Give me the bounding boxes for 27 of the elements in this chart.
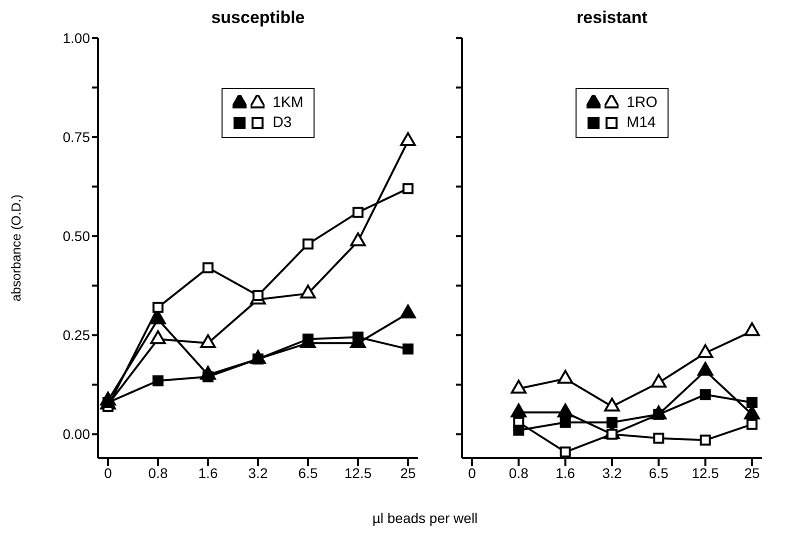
y-tick-label: 1.00 (62, 30, 90, 46)
y-tick-label: 0.25 (62, 327, 90, 344)
x-tick-label: 6.5 (298, 464, 318, 481)
x-tick-label: 1.6 (556, 464, 576, 481)
x-axis-title: µl beads per well (371, 510, 479, 526)
legend-label: 1RO (626, 93, 658, 113)
legend-label: 1KM (272, 93, 304, 113)
chart-title: resistant (576, 8, 648, 28)
x-tick-label: 0.8 (508, 464, 529, 481)
y-tick-label: 0.75 (62, 129, 90, 146)
x-tick-label: 6.5 (648, 464, 669, 481)
chart-title: susceptible (210, 8, 306, 28)
y-axis-title: absorbance (O.D.) (8, 194, 24, 302)
x-tick-label: 25 (400, 464, 416, 481)
x-tick-label: 0 (104, 464, 112, 481)
y-tick-label: 0.50 (62, 228, 90, 244)
x-tick-label: 1.6 (198, 464, 218, 481)
x-tick-label: 0 (468, 464, 476, 481)
x-tick-label: 12.5 (692, 464, 720, 481)
x-tick-label: 25 (744, 464, 760, 481)
legend-label: M14 (626, 113, 656, 133)
legend-label: D3 (272, 113, 292, 133)
x-tick-label: 3.2 (602, 464, 622, 481)
x-tick-label: 3.2 (248, 464, 268, 481)
x-tick-label: 0.8 (148, 464, 168, 481)
x-tick-label: 12.5 (344, 464, 372, 481)
text: 0.00 (62, 426, 90, 442)
